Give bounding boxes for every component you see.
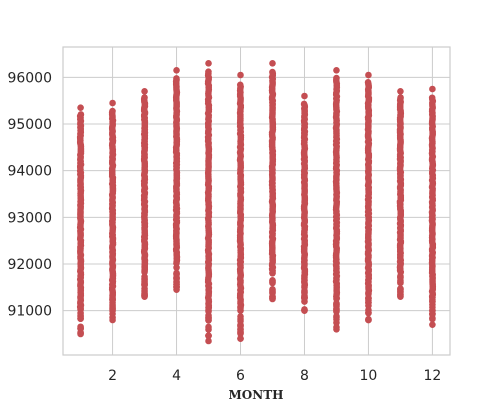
y-tick-labels: 91000 92000 93000 94000 95000 96000 — [7, 70, 52, 319]
data-point — [141, 276, 148, 283]
data-point — [429, 321, 436, 328]
data-point — [205, 314, 212, 322]
data-point — [237, 71, 244, 79]
data-point — [333, 312, 340, 320]
data-point — [173, 264, 180, 271]
data-point — [109, 107, 116, 115]
data-point — [205, 337, 212, 345]
data-point — [429, 310, 436, 318]
data-point — [205, 60, 212, 67]
data-point — [333, 307, 340, 314]
y-tick-label: 96000 — [7, 70, 52, 86]
data-point — [397, 293, 404, 300]
data-point — [77, 330, 84, 338]
data-point — [269, 288, 276, 296]
data-point — [173, 281, 180, 288]
grid — [63, 47, 450, 355]
data-point — [237, 307, 244, 314]
x-tick-label: 12 — [423, 368, 441, 384]
data-point — [109, 316, 116, 324]
data-point — [429, 315, 436, 323]
y-tick-label: 93000 — [7, 210, 52, 226]
data-point — [173, 67, 180, 74]
data-points — [76, 60, 437, 345]
month-column-1 — [76, 104, 85, 338]
month-column-8 — [300, 92, 309, 314]
data-point — [333, 74, 340, 82]
month-column-3 — [140, 88, 149, 300]
data-point — [173, 271, 180, 278]
data-point — [365, 71, 372, 79]
data-point — [77, 304, 84, 311]
data-point — [333, 300, 340, 308]
data-point — [365, 302, 372, 310]
data-point — [173, 286, 180, 293]
month-column-7 — [268, 60, 277, 303]
plot-frame — [62, 46, 451, 356]
month-column-4 — [172, 67, 181, 293]
data-point — [333, 326, 340, 333]
data-point — [269, 295, 276, 303]
month-column-2 — [108, 99, 117, 324]
month-column-11 — [396, 88, 405, 300]
data-point — [269, 60, 276, 67]
data-point — [300, 100, 308, 108]
data-point — [77, 111, 85, 118]
data-point — [333, 67, 340, 74]
x-tick-labels: 2 4 6 8 10 12 — [108, 368, 441, 384]
x-axis-label: MONTH — [229, 388, 284, 400]
data-point — [205, 332, 212, 339]
data-point — [429, 301, 436, 308]
data-point — [141, 88, 148, 95]
month-column-5 — [204, 60, 213, 345]
y-tick-label: 95000 — [7, 117, 52, 133]
data-point — [141, 94, 148, 101]
data-point — [365, 294, 372, 302]
data-point — [301, 92, 308, 100]
data-point — [397, 88, 404, 95]
x-tick-label: 4 — [172, 368, 181, 384]
data-point — [429, 293, 436, 301]
data-point — [237, 323, 244, 330]
data-point — [237, 335, 244, 342]
month-column-12 — [428, 85, 437, 328]
data-point — [364, 79, 372, 86]
data-point — [141, 280, 148, 288]
data-point — [397, 94, 404, 101]
y-tick-label: 94000 — [7, 164, 52, 180]
data-point — [205, 308, 212, 315]
month-column-10 — [364, 71, 373, 324]
data-point — [109, 303, 116, 311]
data-point — [269, 269, 276, 277]
data-point — [301, 289, 308, 297]
data-point — [397, 274, 404, 282]
data-point — [109, 99, 116, 107]
x-tick-label: 6 — [236, 368, 245, 384]
data-point — [173, 75, 180, 82]
data-point — [429, 85, 436, 93]
data-point — [205, 323, 212, 331]
data-point — [77, 309, 84, 317]
month-column-6 — [236, 71, 245, 342]
data-point — [205, 68, 212, 75]
month-column-9 — [332, 67, 341, 333]
data-point — [77, 315, 84, 322]
data-point — [428, 94, 436, 102]
data-point — [141, 293, 148, 300]
x-tick-label: 10 — [360, 368, 378, 384]
x-tick-label: 8 — [300, 368, 309, 384]
data-point — [269, 68, 276, 76]
y-tick-label: 92000 — [7, 257, 52, 273]
data-point — [77, 104, 84, 111]
data-point — [301, 307, 308, 314]
data-point — [237, 315, 244, 323]
data-point — [365, 316, 372, 324]
data-point — [237, 328, 244, 336]
data-point — [236, 81, 244, 89]
x-tick-label: 2 — [108, 368, 117, 384]
y-tick-label: 91000 — [7, 304, 52, 320]
data-point — [269, 278, 276, 286]
